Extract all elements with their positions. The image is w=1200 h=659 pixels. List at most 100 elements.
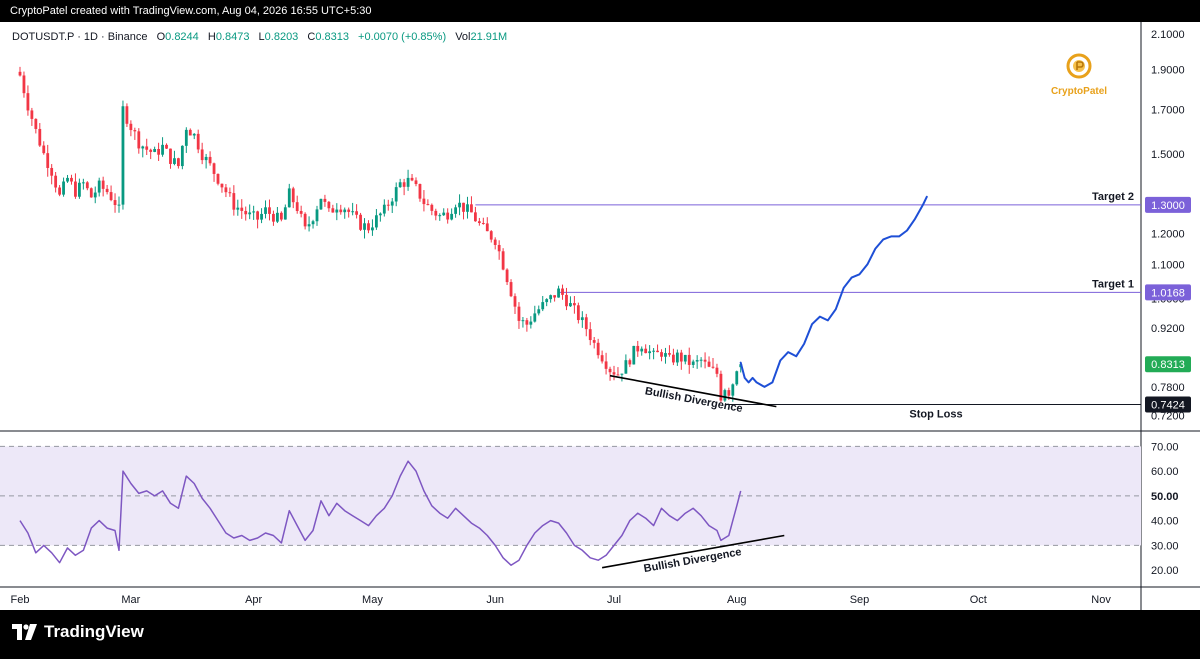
candle <box>529 316 533 329</box>
close-label: C <box>307 31 316 43</box>
candle <box>303 212 307 230</box>
candle-body <box>34 118 38 129</box>
candle-body <box>573 303 576 306</box>
candle-body <box>628 360 632 365</box>
candle <box>474 206 477 222</box>
candle-body <box>256 211 259 220</box>
candle-body <box>481 222 485 224</box>
rsi-divergence-line <box>601 534 785 569</box>
rsi-tick-label: 60.00 <box>1151 466 1179 478</box>
candle <box>466 196 469 219</box>
candle-body <box>466 204 469 212</box>
candle <box>248 204 252 220</box>
candle <box>113 193 117 213</box>
price-tick-label: 1.9000 <box>1151 65 1185 77</box>
candle <box>458 194 461 216</box>
candle <box>541 295 545 312</box>
candle <box>596 338 600 359</box>
candle <box>402 178 406 196</box>
candle-body <box>331 208 335 213</box>
candle-body <box>454 207 457 214</box>
time-tick-label: Apr <box>245 594 262 606</box>
candle-body <box>489 231 493 240</box>
candle <box>272 210 275 226</box>
candle-body <box>612 372 616 375</box>
candle <box>184 127 188 153</box>
candle <box>723 388 727 402</box>
candle-body <box>145 146 149 150</box>
symbol-label[interactable]: DOTUSDT.P · 1D · Binance <box>12 31 148 43</box>
candle <box>707 356 711 368</box>
time-tick-label: Mar <box>121 594 140 606</box>
chart-header: CryptoPatel created with TradingView.com… <box>0 0 1200 22</box>
candle-body <box>339 209 343 213</box>
candle <box>616 367 620 376</box>
candle <box>236 199 240 216</box>
candle <box>81 178 85 190</box>
rsi-tick-label: 30.00 <box>1151 540 1179 552</box>
tradingview-icon <box>12 624 37 640</box>
candle-body <box>260 213 263 220</box>
price-tick-label: 1.2000 <box>1151 228 1185 240</box>
candle-body <box>402 182 406 187</box>
candle-body <box>616 374 620 376</box>
candle <box>497 240 501 260</box>
rsi-tick-label: 70.00 <box>1151 441 1179 453</box>
candle <box>675 349 679 366</box>
candle-body <box>731 384 735 396</box>
candle <box>565 287 568 311</box>
candle <box>398 178 402 188</box>
candle-body <box>723 390 727 401</box>
brand-coin-icon <box>1066 53 1092 79</box>
candle-body <box>343 209 347 213</box>
candle <box>588 322 592 346</box>
candle <box>462 202 465 220</box>
candle-body <box>584 317 588 330</box>
candle-body <box>588 329 592 341</box>
price-tick-label: 1.5000 <box>1151 149 1185 161</box>
candle <box>149 148 153 160</box>
candle-body <box>105 188 109 193</box>
candle-body <box>565 294 568 307</box>
candle <box>133 127 137 140</box>
candle-body <box>192 133 196 136</box>
price-tick-label: 1.1000 <box>1151 259 1185 271</box>
candle <box>561 284 564 300</box>
candle-body <box>101 180 105 189</box>
candle <box>30 107 34 126</box>
candle <box>101 176 105 197</box>
time-tick-label: Feb <box>11 594 30 606</box>
price-chart[interactable]: 2.1000 1.9000 1.7000 1.5000 1.3000 1.2000 1.10… <box>0 22 1200 610</box>
candle-body <box>450 213 454 220</box>
low-value: 0.8203 <box>264 31 299 43</box>
price-tick-label: 0.7200 <box>1151 410 1185 422</box>
candle <box>42 141 46 155</box>
candle-body <box>707 361 711 367</box>
candle-body <box>355 211 358 215</box>
candle <box>291 186 295 209</box>
candle <box>343 207 347 219</box>
candle <box>450 208 454 221</box>
high-label: H <box>207 31 216 43</box>
candle <box>105 184 109 195</box>
candle <box>442 208 446 216</box>
candle <box>691 359 695 369</box>
candle-body <box>200 149 204 161</box>
candle <box>612 365 616 381</box>
cryptopatel-logo: CryptoPatel <box>1044 52 1114 97</box>
candle <box>656 344 659 353</box>
price-divergence-line <box>609 374 777 408</box>
candle-body <box>244 210 248 215</box>
candle <box>406 169 410 191</box>
candle <box>331 204 335 213</box>
candle <box>188 128 192 136</box>
rsi-tick-label: 50.00 <box>1151 491 1179 503</box>
candle <box>375 209 378 230</box>
candle-body <box>232 193 236 210</box>
candle-body <box>359 214 362 230</box>
candle <box>173 150 176 166</box>
candle <box>268 199 271 221</box>
candle <box>232 185 236 216</box>
tradingview-logo[interactable]: TradingView <box>12 622 144 642</box>
candle-body <box>153 149 157 152</box>
